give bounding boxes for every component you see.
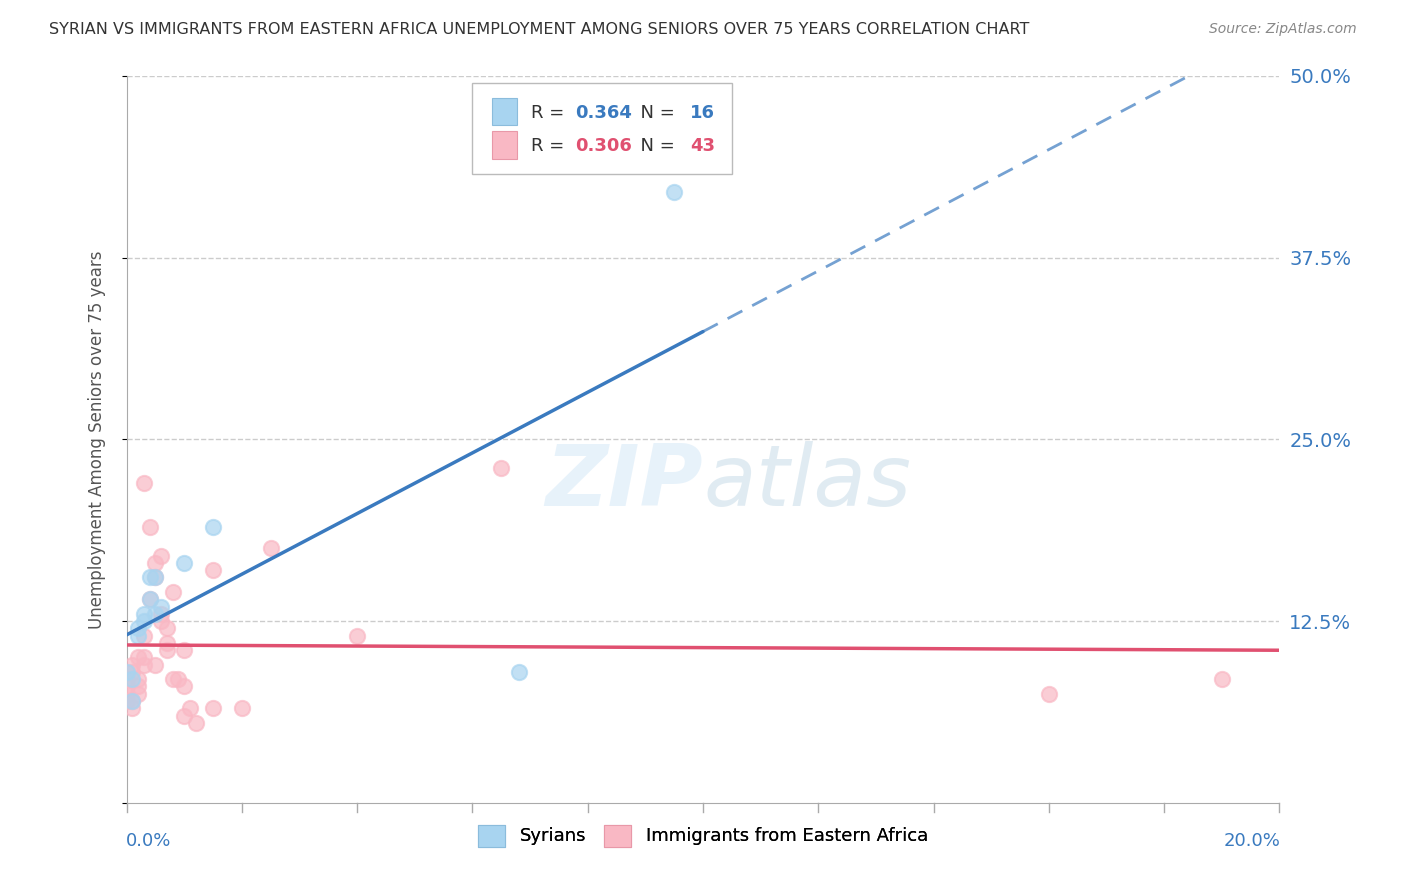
- Point: [145, 570, 166, 584]
- FancyBboxPatch shape: [492, 131, 517, 159]
- Point: [115, 665, 138, 679]
- Point: [132, 650, 155, 665]
- Point: [167, 672, 190, 686]
- Point: [162, 585, 184, 599]
- Point: [115, 694, 138, 708]
- FancyBboxPatch shape: [472, 83, 731, 174]
- Text: 43: 43: [690, 137, 716, 155]
- Point: [150, 607, 173, 621]
- Point: [145, 556, 166, 570]
- Point: [127, 629, 149, 643]
- Point: [132, 629, 155, 643]
- Point: [156, 621, 179, 635]
- Point: [491, 461, 513, 475]
- Point: [127, 680, 149, 694]
- Point: [145, 607, 166, 621]
- Point: [202, 701, 225, 715]
- Text: N =: N =: [630, 103, 681, 122]
- Point: [127, 650, 149, 665]
- Point: [132, 607, 155, 621]
- Text: R =: R =: [531, 137, 571, 155]
- Point: [145, 657, 166, 672]
- Point: [1211, 672, 1233, 686]
- Point: [121, 694, 143, 708]
- Point: [179, 701, 201, 715]
- Point: [173, 643, 195, 657]
- Point: [173, 680, 195, 694]
- Point: [173, 556, 195, 570]
- Point: [508, 665, 530, 679]
- Point: [162, 672, 184, 686]
- Text: 0.364: 0.364: [575, 103, 631, 122]
- Point: [1038, 687, 1060, 701]
- Text: Source: ZipAtlas.com: Source: ZipAtlas.com: [1209, 22, 1357, 37]
- Point: [138, 592, 160, 607]
- Point: [156, 636, 179, 650]
- Point: [121, 672, 143, 686]
- Point: [115, 687, 138, 701]
- Point: [202, 563, 225, 577]
- Text: 0.306: 0.306: [575, 137, 631, 155]
- Point: [184, 715, 207, 730]
- Point: [145, 570, 166, 584]
- Text: 16: 16: [690, 103, 716, 122]
- Point: [664, 185, 686, 199]
- Point: [115, 672, 138, 686]
- Point: [231, 701, 253, 715]
- FancyBboxPatch shape: [492, 98, 517, 126]
- Point: [138, 519, 160, 533]
- Point: [132, 657, 155, 672]
- Point: [121, 657, 143, 672]
- Text: 20.0%: 20.0%: [1223, 832, 1281, 850]
- Point: [138, 570, 160, 584]
- Point: [150, 599, 173, 614]
- Point: [127, 687, 149, 701]
- Text: R =: R =: [531, 103, 571, 122]
- Text: N =: N =: [630, 137, 681, 155]
- Text: SYRIAN VS IMMIGRANTS FROM EASTERN AFRICA UNEMPLOYMENT AMONG SENIORS OVER 75 YEAR: SYRIAN VS IMMIGRANTS FROM EASTERN AFRICA…: [49, 22, 1029, 37]
- Point: [150, 614, 173, 628]
- Text: atlas: atlas: [703, 442, 911, 524]
- Point: [127, 621, 149, 635]
- Point: [173, 708, 195, 723]
- Point: [346, 629, 368, 643]
- Y-axis label: Unemployment Among Seniors over 75 years: Unemployment Among Seniors over 75 years: [87, 250, 105, 629]
- Point: [115, 680, 138, 694]
- Point: [156, 643, 179, 657]
- Point: [121, 701, 143, 715]
- Text: 0.0%: 0.0%: [125, 832, 170, 850]
- Point: [132, 475, 155, 490]
- Point: [127, 672, 149, 686]
- Text: ZIP: ZIP: [546, 442, 703, 524]
- Point: [150, 549, 173, 563]
- Point: [138, 592, 160, 607]
- Point: [202, 519, 225, 533]
- Point: [259, 541, 281, 556]
- Point: [132, 614, 155, 628]
- Point: [121, 694, 143, 708]
- Point: [121, 665, 143, 679]
- Legend: Syrians, Immigrants from Eastern Africa: Syrians, Immigrants from Eastern Africa: [470, 815, 936, 855]
